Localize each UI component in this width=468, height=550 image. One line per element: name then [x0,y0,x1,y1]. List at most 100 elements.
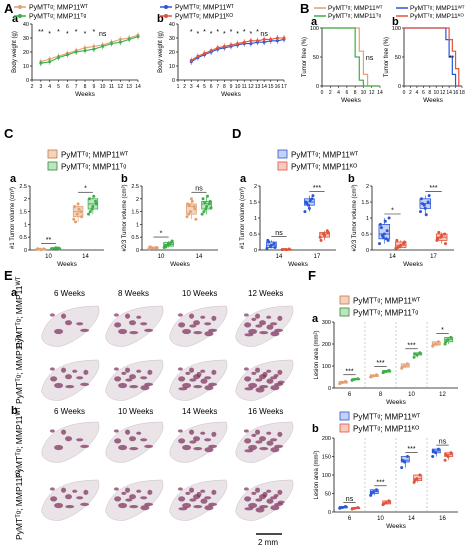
lesion-spot [196,491,202,498]
E-week-a3: 10 Weeks [182,289,217,298]
lesion-spot [129,447,139,451]
lesion-spot [185,491,191,495]
lesion-spot [248,328,258,335]
lesion-spot [178,387,188,391]
lesion-spot [244,507,254,511]
sig-annotation-Ca: * [84,186,87,193]
x-axis-label-Fb: Weeks [386,523,406,530]
lesion-spot [121,371,127,375]
data-point-Ca-1 [88,210,92,214]
lesion-spot [76,322,84,326]
data-point-Cb-0 [192,204,196,208]
lesion-spot [76,438,84,442]
data-point-Da-0 [273,245,277,249]
lesion-spot [49,487,55,491]
lesion-spot [266,431,272,435]
data-point-Aa-1 [127,37,131,41]
data-point-Db-0 [380,234,384,238]
lesion-spot [208,328,218,332]
lesion-spot [125,498,133,502]
lesion-spot [54,328,64,335]
lesion-spot [189,378,197,382]
x-tick-label-Fa: 8 [379,392,383,398]
lesion-spot [177,487,183,491]
lesion-spot [244,449,254,453]
lesion-spot [243,367,249,371]
lesion-spot [204,331,214,337]
lesion-spot [76,376,84,380]
chart-Db: 0 0.5 1 1.5 2 #2/3 Tumor volume (cm³) Weeks 14 *… [352,184,454,268]
E-week-a4: 12 Weeks [248,289,283,298]
lesion-spot [83,369,89,375]
y-tick-label-Db: 0 [366,248,369,254]
lesion-spot [182,444,192,451]
data-point-Da-0 [267,240,271,244]
gland-image [41,479,100,521]
lesion-spot [140,496,148,500]
data-point-Cb-1 [209,206,213,210]
lesion-spot [65,436,73,442]
lesion-spot [177,429,183,433]
data-point-Db-0 [419,210,423,214]
lesion-spot [129,374,137,380]
sig-annotation-Db: *** [429,185,437,192]
lesion-spot [211,489,217,495]
lesion-spot [193,447,203,451]
lesion-spot [270,505,280,511]
lesion-spot [65,494,73,500]
sig-annotation-Fb: *** [376,479,384,486]
data-point-Db-0 [423,206,427,210]
x-axis-label-Da: Weeks [288,261,308,268]
lesion-spot [243,313,249,317]
lesion-spot [61,429,67,435]
x-tick-label-Aa: 14 [135,84,141,90]
x-tick-label-Aa: 13 [126,84,132,90]
lesion-spot [177,313,183,317]
y-tick-label-Ca: 2 [24,197,27,203]
y-tick-label-Da: 2 [254,184,257,190]
lesion-spot [277,369,283,375]
lesion-spot [251,433,257,437]
lesion-spot [262,371,268,378]
lesion-spot [204,447,214,453]
y-tick-label-Da: 1.5 [249,200,257,206]
data-point-Ab-1 [269,37,273,41]
data-point-Fa-1 [444,340,448,344]
data-point-Fa-0 [369,375,373,379]
lesion-spot [65,505,75,509]
sig-annotation-Aa: * [66,31,69,38]
y-tick-label-Da: 0.5 [249,232,257,238]
lesion-spot [125,313,131,319]
sig-annotation-Ab: * [236,31,239,38]
lesion-spot [136,489,142,493]
data-point-Fa-1 [418,351,422,355]
lesion-spot [72,369,78,373]
x-tick-label-Fa: 6 [348,392,352,398]
chart-Fb: 0 50 100 150 200 Lesion area (mm²) Weeks 6 ns 10 *… [314,436,458,530]
sub-label-Fb: b [312,423,319,435]
data-point-Cb-1 [202,210,206,214]
data-point-Cb-0 [187,212,191,216]
gland-image [41,359,100,401]
data-point-Db-0 [379,226,383,230]
lesion-spot [243,487,249,491]
data-point-Ca-1 [90,207,94,211]
lesion-spot [114,322,122,328]
data-point-Db-0 [424,213,428,217]
lesion-spot [255,387,265,393]
data-point-Da-1 [319,238,323,242]
sig-annotation-Ab: ns [260,31,268,38]
sig-annotation-Ab: * [203,29,206,36]
lesion-spot [266,369,272,373]
x-tick-label-Ba: 10 [361,90,367,96]
gland-image [41,421,100,463]
gland-image [105,479,164,521]
gland-image [105,305,164,347]
data-point-Da-0 [265,246,269,250]
sig-annotation-Ab: * [190,29,193,36]
data-point-Cb-0 [189,210,193,214]
lesion-spot [65,374,73,380]
data-point-Db-1 [444,242,448,246]
